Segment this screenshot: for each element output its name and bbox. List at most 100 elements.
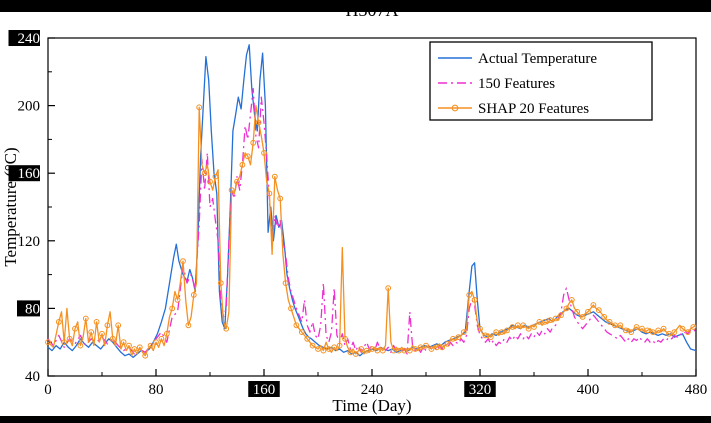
series-marker xyxy=(347,349,354,356)
series-marker xyxy=(666,330,672,337)
series-marker xyxy=(104,322,111,329)
series-marker xyxy=(498,329,505,336)
series-marker xyxy=(541,319,548,325)
series-marker xyxy=(612,322,618,329)
series-marker xyxy=(293,322,300,329)
series-marker xyxy=(601,314,608,320)
y-tick-label: 160 xyxy=(18,166,41,182)
x-tick-label: 320 xyxy=(469,382,492,398)
series-marker xyxy=(685,329,691,336)
series-marker xyxy=(622,327,629,334)
series-marker xyxy=(644,327,651,334)
series-marker xyxy=(131,346,138,352)
series-marker xyxy=(255,119,262,126)
series-marker xyxy=(109,335,116,342)
series-marker xyxy=(639,325,645,332)
series-marker xyxy=(228,187,235,194)
series-marker xyxy=(261,150,267,156)
series-marker xyxy=(525,325,532,332)
series-marker xyxy=(180,258,186,265)
y-tick-label: 200 xyxy=(18,99,41,115)
series-marker xyxy=(93,319,100,325)
y-tick-highlight xyxy=(8,30,40,46)
x-tick-label: 400 xyxy=(577,382,600,398)
x-tick-highlight xyxy=(464,381,496,397)
series-marker xyxy=(88,329,95,336)
series-marker xyxy=(514,322,521,329)
series-marker xyxy=(126,342,132,349)
series-marker xyxy=(234,178,240,185)
series-marker xyxy=(325,346,332,352)
y-tick-label: 40 xyxy=(25,369,40,385)
series-marker xyxy=(531,324,537,330)
series-marker xyxy=(579,314,586,320)
series-marker xyxy=(455,334,462,341)
series-marker xyxy=(147,342,154,349)
series-marker xyxy=(369,346,375,352)
legend-label: SHAP 20 Features xyxy=(478,101,589,117)
series-marker xyxy=(169,305,176,312)
series-marker xyxy=(244,153,251,160)
series-marker xyxy=(390,347,397,354)
series-marker xyxy=(358,346,365,352)
series-marker xyxy=(288,305,294,312)
legend-label: 150 Features xyxy=(478,76,555,92)
series-marker xyxy=(482,332,489,339)
x-tick-label: 160 xyxy=(253,382,276,398)
series-marker xyxy=(493,329,500,336)
series-marker xyxy=(266,190,273,197)
x-tick-label: 0 xyxy=(44,382,52,398)
series-marker xyxy=(406,347,413,354)
y-tick-label: 240 xyxy=(18,31,41,47)
series-marker xyxy=(309,342,316,349)
series-marker xyxy=(660,325,667,332)
legend-entry: Actual Temperature xyxy=(438,51,597,67)
legend-label: Actual Temperature xyxy=(478,51,597,67)
series-marker xyxy=(466,292,473,298)
series-marker xyxy=(115,322,122,329)
x-axis: 0 80 160 240 320 400 480 Time (Day) xyxy=(44,369,707,415)
series-marker xyxy=(679,325,686,332)
series-line xyxy=(47,88,697,355)
series-marker xyxy=(412,346,419,352)
series-marker xyxy=(282,280,289,287)
series-marker xyxy=(590,302,597,308)
series-marker xyxy=(342,335,348,342)
y-axis-title: Temperature (°C) xyxy=(1,147,20,266)
bottom-letterbox-bar xyxy=(0,416,711,423)
legend-entry: SHAP 20 Features xyxy=(438,101,589,117)
series-marker xyxy=(174,297,181,303)
series-marker xyxy=(385,285,392,292)
x-tick-highlight xyxy=(248,381,280,397)
series-marker xyxy=(196,104,203,111)
top-letterbox-bar xyxy=(0,0,711,12)
series-marker xyxy=(585,308,591,315)
series-marker xyxy=(617,322,624,329)
series-marker xyxy=(55,319,62,325)
series-marker xyxy=(136,344,143,351)
y-tick-highlight xyxy=(17,300,40,317)
x-axis-title: Time (Day) xyxy=(332,396,411,415)
series-marker xyxy=(563,305,570,312)
series-marker xyxy=(315,346,321,352)
series-marker xyxy=(217,280,224,287)
series-marker xyxy=(471,297,478,303)
series-marker xyxy=(655,327,662,334)
series-marker xyxy=(417,344,424,351)
series-marker xyxy=(595,307,602,314)
y-tick-label: 80 xyxy=(25,301,40,317)
series-marker xyxy=(450,335,456,342)
series-marker xyxy=(401,347,408,354)
series-marker xyxy=(536,319,543,325)
series-marker xyxy=(552,315,559,322)
series-marker xyxy=(574,308,581,315)
series-marker xyxy=(212,173,219,180)
series-marker xyxy=(423,342,429,349)
series-marker xyxy=(82,315,89,322)
series-marker xyxy=(396,347,402,354)
series-marker xyxy=(336,342,343,349)
series-marker xyxy=(568,297,575,303)
series-marker xyxy=(99,330,105,337)
series-marker xyxy=(190,292,197,298)
